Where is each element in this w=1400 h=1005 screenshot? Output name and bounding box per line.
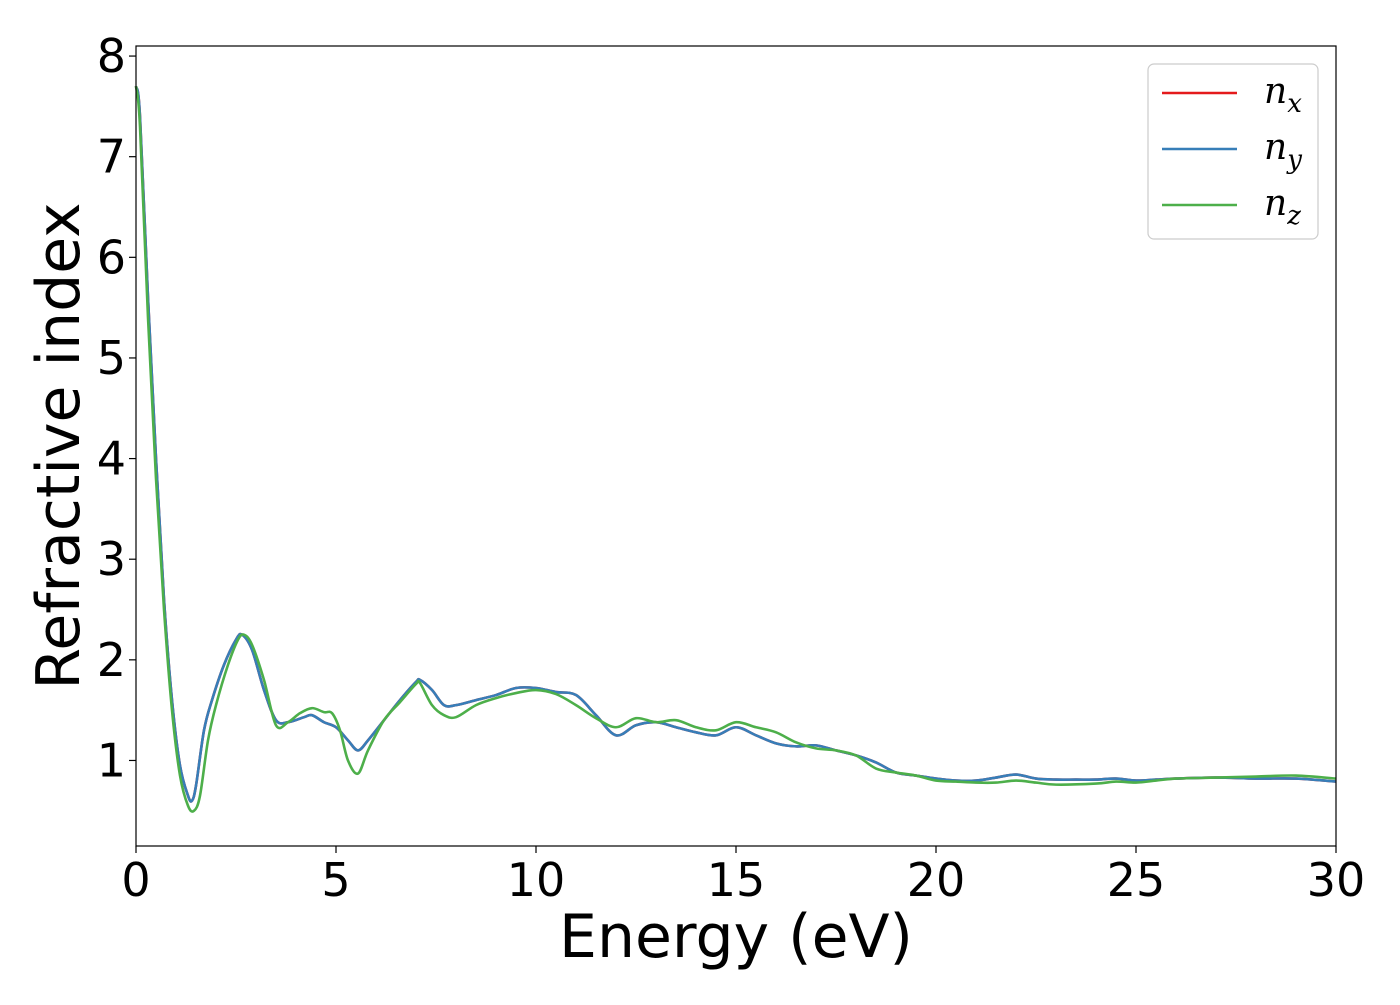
x-axis-ticks: 0 5 10 15 20 25 30 xyxy=(121,846,1365,907)
y-tick-label: 5 xyxy=(97,331,126,385)
legend-label-x: nx xyxy=(1264,71,1302,119)
legend-label-y: ny xyxy=(1264,127,1302,175)
y-tick-label: 8 xyxy=(97,29,126,83)
y-axis-ticks: 1 2 3 4 5 6 7 8 xyxy=(97,29,136,787)
y-tick-label: 7 xyxy=(97,130,126,184)
x-tick-label: 0 xyxy=(121,853,150,907)
x-tick-label: 30 xyxy=(1307,853,1366,907)
y-tick-label: 3 xyxy=(97,532,126,586)
legend-box xyxy=(1147,63,1319,240)
y-tick-label: 6 xyxy=(97,230,126,284)
x-tick-label: 25 xyxy=(1107,853,1166,907)
x-tick-label: 5 xyxy=(321,853,350,907)
x-tick-label: 20 xyxy=(907,853,966,907)
plot-lines xyxy=(134,85,1337,813)
y-tick-label: 4 xyxy=(97,432,126,486)
legend: nx ny nz xyxy=(1147,63,1319,240)
x-axis-label: Energy (eV) xyxy=(559,902,913,972)
y-tick-label: 1 xyxy=(97,733,126,787)
y-tick-label: 2 xyxy=(97,633,126,687)
y-axis-label: Refractive index xyxy=(24,202,94,689)
legend-label-z: nz xyxy=(1264,183,1301,231)
x-tick-label: 10 xyxy=(507,853,566,907)
series-line-z xyxy=(134,86,1337,813)
x-tick-label: 15 xyxy=(707,853,766,907)
series-line-y xyxy=(134,85,1337,803)
